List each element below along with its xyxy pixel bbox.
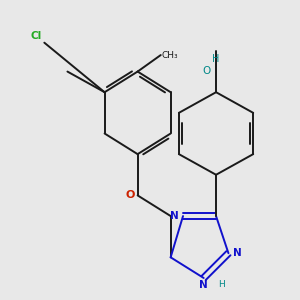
Text: O: O [126,190,135,200]
Text: CH₃: CH₃ [162,51,178,60]
Text: N: N [232,248,241,258]
Text: H: H [212,54,220,64]
Text: N: N [170,211,179,221]
Text: Cl: Cl [31,31,42,41]
Text: N: N [199,280,208,290]
Text: O: O [203,66,211,76]
Text: H: H [218,280,224,289]
